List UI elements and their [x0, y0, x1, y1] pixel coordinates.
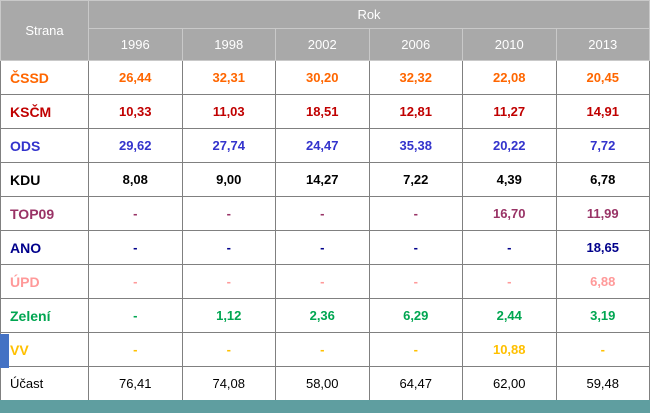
- table-row: ANO - - - - -18,65: [0, 230, 650, 265]
- value-cell: 10,33: [88, 94, 183, 129]
- value-cell: -: [88, 264, 183, 299]
- value-cell: 7,22: [368, 162, 463, 197]
- value-cell: 7,72: [555, 128, 650, 163]
- party-name: ODS: [0, 128, 89, 163]
- value-cell: 11,99: [555, 196, 650, 231]
- value-cell: 8,08: [88, 162, 183, 197]
- value-cell: 62,00: [462, 366, 557, 401]
- value-cell: 14,91: [555, 94, 650, 129]
- years-header-row: 1996 1998 2002 2006 2010 2013: [1, 28, 650, 61]
- value-cell: -: [181, 196, 276, 231]
- value-cell: 26,44: [88, 60, 183, 95]
- value-cell: 29,62: [88, 128, 183, 163]
- value-cell: 11,27: [462, 94, 557, 129]
- value-cell: 20,22: [462, 128, 557, 163]
- value-cell: -: [275, 264, 370, 299]
- party-name: TOP09: [0, 196, 89, 231]
- value-cell: 20,45: [555, 60, 650, 95]
- table-row: ČSSD 26,44 32,31 30,20 32,32 22,08 20,45: [0, 60, 650, 95]
- value-cell: 6,29: [368, 298, 463, 333]
- table-row: ODS 29,62 27,74 24,47 35,38 20,22 7,72: [0, 128, 650, 163]
- value-cell: 3,19: [555, 298, 650, 333]
- year-header: 2006: [368, 28, 463, 61]
- value-cell: -: [275, 332, 370, 367]
- value-cell: -: [181, 332, 276, 367]
- table-row: KDU 8,08 9,00 14,27 7,22 4,39 6,78: [0, 162, 650, 197]
- value-cell: 6,78: [555, 162, 650, 197]
- value-cell: 58,00: [275, 366, 370, 401]
- value-cell: 32,31: [181, 60, 276, 95]
- value-cell: -: [181, 230, 276, 265]
- value-cell: 22,08: [462, 60, 557, 95]
- value-cell: -: [368, 332, 463, 367]
- value-cell: 1,12: [181, 298, 276, 333]
- value-cell: -: [368, 230, 463, 265]
- bottom-teal-bar: [0, 400, 650, 413]
- party-name: ANO: [0, 230, 89, 265]
- party-name: ÚPD: [0, 264, 89, 299]
- value-cell: 18,65: [555, 230, 650, 265]
- value-cell: 30,20: [275, 60, 370, 95]
- year-header: 1998: [181, 28, 276, 61]
- value-cell: 10,88: [462, 332, 557, 367]
- value-cell: -: [181, 264, 276, 299]
- year-header: 2013: [555, 28, 650, 61]
- table-row: KSČM 10,33 11,03 18,51 12,81 11,27 14,91: [0, 94, 650, 129]
- year-group-header: Rok: [88, 0, 650, 29]
- value-cell: -: [275, 196, 370, 231]
- value-cell: -: [462, 264, 557, 299]
- group-header-row: Strana Rok: [0, 0, 650, 61]
- value-cell: 4,39: [462, 162, 557, 197]
- value-cell: -: [88, 298, 183, 333]
- value-cell: 11,03: [181, 94, 276, 129]
- value-cell: 16,70: [462, 196, 557, 231]
- year-header: 1996: [88, 28, 183, 61]
- value-cell: 6,88: [555, 264, 650, 299]
- value-cell: 64,47: [368, 366, 463, 401]
- value-cell: 24,47: [275, 128, 370, 163]
- left-blue-marker: [0, 334, 9, 368]
- value-cell: 27,74: [181, 128, 276, 163]
- value-cell: 14,27: [275, 162, 370, 197]
- table-row: VV - - - -10,88-: [0, 332, 650, 367]
- value-cell: -: [368, 196, 463, 231]
- party-name: Zelení: [0, 298, 89, 333]
- value-cell: 59,48: [555, 366, 650, 401]
- table-row: TOP09- - - -16,70 11,99: [0, 196, 650, 231]
- table-row: Účast 76,41 74,08 58,00 64,47 62,00 59,48: [0, 366, 650, 401]
- value-cell: 2,44: [462, 298, 557, 333]
- value-cell: -: [368, 264, 463, 299]
- value-cell: 2,36: [275, 298, 370, 333]
- value-cell: 74,08: [181, 366, 276, 401]
- value-cell: -: [88, 230, 183, 265]
- value-cell: -: [88, 196, 183, 231]
- party-name: KDU: [0, 162, 89, 197]
- table-row: Zelení -1,12 2,36 6,29 2,44 3,19: [0, 298, 650, 333]
- value-cell: -: [462, 230, 557, 265]
- value-cell: 9,00: [181, 162, 276, 197]
- value-cell: 76,41: [88, 366, 183, 401]
- value-cell: -: [555, 332, 650, 367]
- value-cell: 32,32: [368, 60, 463, 95]
- year-header: 2002: [275, 28, 370, 61]
- party-name: ČSSD: [0, 60, 89, 95]
- election-results-table: Strana Rok 1996 1998 2002 2006 2010 2013 ČSSD…: [0, 0, 650, 401]
- value-cell: 18,51: [275, 94, 370, 129]
- value-cell: 12,81: [368, 94, 463, 129]
- value-cell: 35,38: [368, 128, 463, 163]
- year-header: 2010: [462, 28, 557, 61]
- party-column-header: Strana: [0, 0, 89, 61]
- value-cell: -: [88, 332, 183, 367]
- party-name: Účast: [0, 366, 89, 401]
- table-row: ÚPD - - - - -6,88: [0, 264, 650, 299]
- value-cell: -: [275, 230, 370, 265]
- party-name: VV: [0, 332, 89, 367]
- party-name: KSČM: [0, 94, 89, 129]
